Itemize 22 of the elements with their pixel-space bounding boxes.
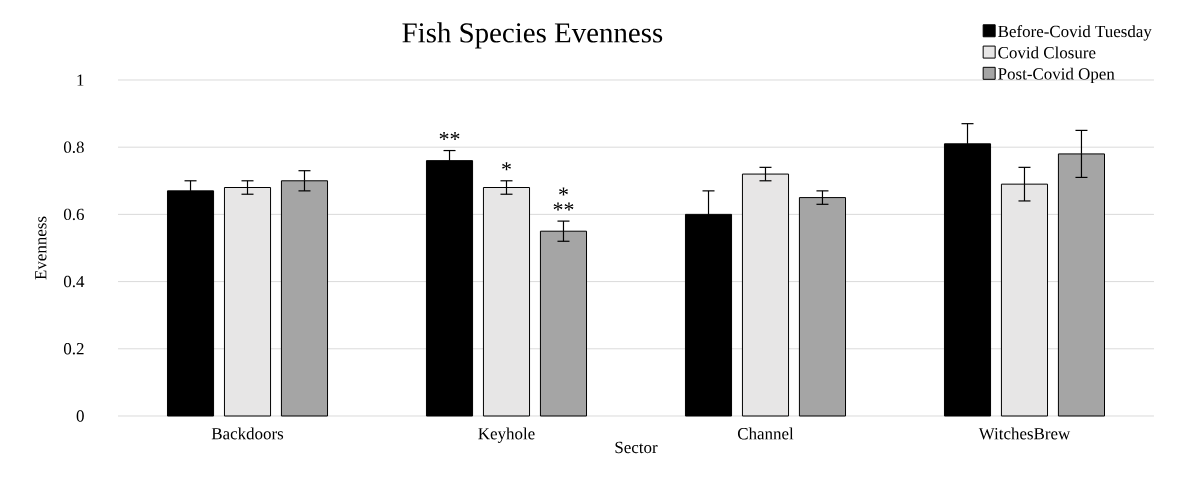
annotation: ** bbox=[553, 202, 574, 211]
x-tick-label: Channel bbox=[737, 427, 794, 440]
bar bbox=[684, 213, 733, 417]
annotation: * bbox=[559, 187, 568, 196]
x-tick-label: Backdoors bbox=[211, 427, 284, 440]
y-tick-label: 0 bbox=[76, 410, 84, 422]
chart-title: Fish Species Evenness bbox=[402, 22, 663, 49]
bar bbox=[539, 230, 588, 417]
y-axis-title: Evenness bbox=[35, 216, 47, 280]
annotation: * bbox=[502, 162, 511, 171]
x-tick-label: WitchesBrew bbox=[978, 427, 1071, 440]
y-tick-label: 0.2 bbox=[63, 343, 84, 355]
y-tick-label: 1 bbox=[77, 74, 84, 86]
legend-label: Before-Covid Tuesday bbox=[998, 25, 1152, 41]
y-tick-label: 0.8 bbox=[63, 141, 84, 153]
legend-label: Covid Closure bbox=[998, 46, 1096, 59]
y-tick-label: 0.4 bbox=[63, 275, 85, 288]
annotation: ** bbox=[439, 131, 460, 141]
x-tick-label: Keyhole bbox=[478, 427, 535, 443]
x-axis-title: Sector bbox=[615, 441, 658, 454]
y-tick-label: 0.6 bbox=[63, 208, 84, 221]
legend-label: Post-Covid Open bbox=[998, 67, 1115, 84]
